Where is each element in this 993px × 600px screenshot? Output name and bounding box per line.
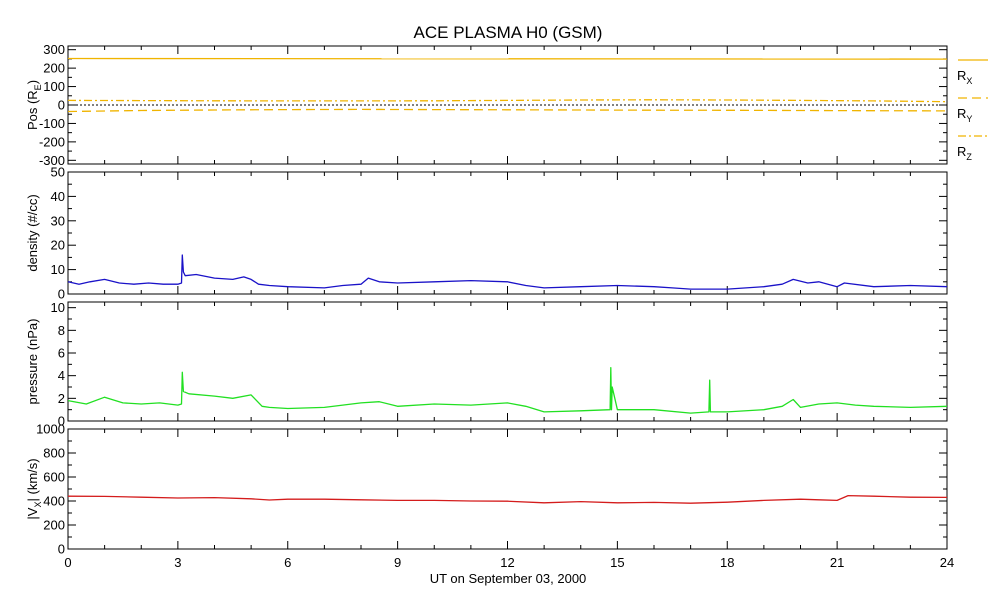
panel-vx: 0 200 400 600 800 1000 |VX| (km/s) [25, 422, 948, 557]
series-pressure-line [67, 367, 948, 414]
series-density-line [67, 254, 948, 290]
y-tick-label: 600 [43, 470, 65, 485]
y-tick-label: 0 [58, 414, 65, 429]
y-axis-label: |VX| (km/s) [25, 458, 43, 519]
x-tick-label: 6 [284, 555, 291, 570]
y-tick-label: 200 [43, 61, 65, 76]
y-tick-label: 2 [58, 391, 65, 406]
y-tick-label: 10 [51, 300, 65, 315]
y-tick-label: 20 [51, 238, 65, 253]
y-tick-label: 6 [58, 346, 65, 361]
y-axis-label: pressure (nPa) [25, 319, 40, 405]
y-tick-label: 1000 [36, 422, 65, 437]
legend-label: RY [957, 106, 972, 124]
y-tick-label: -300 [39, 153, 65, 168]
series-Vx-line [67, 494, 948, 504]
x-tick-label: 21 [830, 555, 844, 570]
panel-pressure: 0 2 4 6 8 10 pressure (nPa) [25, 300, 948, 429]
y-tick-label: -200 [39, 134, 65, 149]
y-tick-label: 300 [43, 42, 65, 57]
y-tick-label: 10 [51, 262, 65, 277]
x-tick-label: 24 [940, 555, 954, 570]
y-tick-label: -100 [39, 116, 65, 131]
panel-pos: -300 -200 -100 0 100 200 300 Pos (RE) RX RY RZ [25, 42, 988, 168]
y-tick-label: 0 [58, 98, 65, 113]
y-tick-label: 40 [51, 189, 65, 204]
legend-label: RZ [957, 144, 972, 162]
chart-title: ACE PLASMA H0 (GSM) [414, 23, 603, 42]
y-tick-label: 50 [51, 165, 65, 180]
x-tick-label: 9 [394, 555, 401, 570]
y-tick-label: 0 [58, 542, 65, 557]
y-tick-label: 200 [43, 518, 65, 533]
panel-frame [67, 428, 948, 550]
x-tick-label: 0 [64, 555, 71, 570]
x-tick-label: 3 [174, 555, 181, 570]
panel-density: 0 10 20 30 40 50 density (#/cc) [25, 165, 948, 302]
x-axis-label: UT on September 03, 2000 [430, 571, 587, 586]
x-tick-label: 15 [610, 555, 624, 570]
y-tick-label: 100 [43, 79, 65, 94]
y-axis-label: Pos (RE) [25, 80, 43, 130]
y-axis-label: density (#/cc) [25, 194, 40, 271]
series-R_X-line [67, 57, 948, 60]
y-tick-label: 8 [58, 323, 65, 338]
y-tick-label: 30 [51, 213, 65, 228]
x-tick-label: 12 [500, 555, 514, 570]
y-tick-label: 800 [43, 446, 65, 461]
series-R_Z-line [67, 99, 948, 103]
legend-label: RX [957, 68, 972, 86]
y-tick-label: 0 [58, 287, 65, 302]
x-tick-label: 18 [720, 555, 734, 570]
y-tick-label: 4 [58, 368, 65, 383]
panel-frame [67, 45, 948, 165]
series-R_Y-line [67, 108, 948, 113]
y-tick-label: 400 [43, 494, 65, 509]
